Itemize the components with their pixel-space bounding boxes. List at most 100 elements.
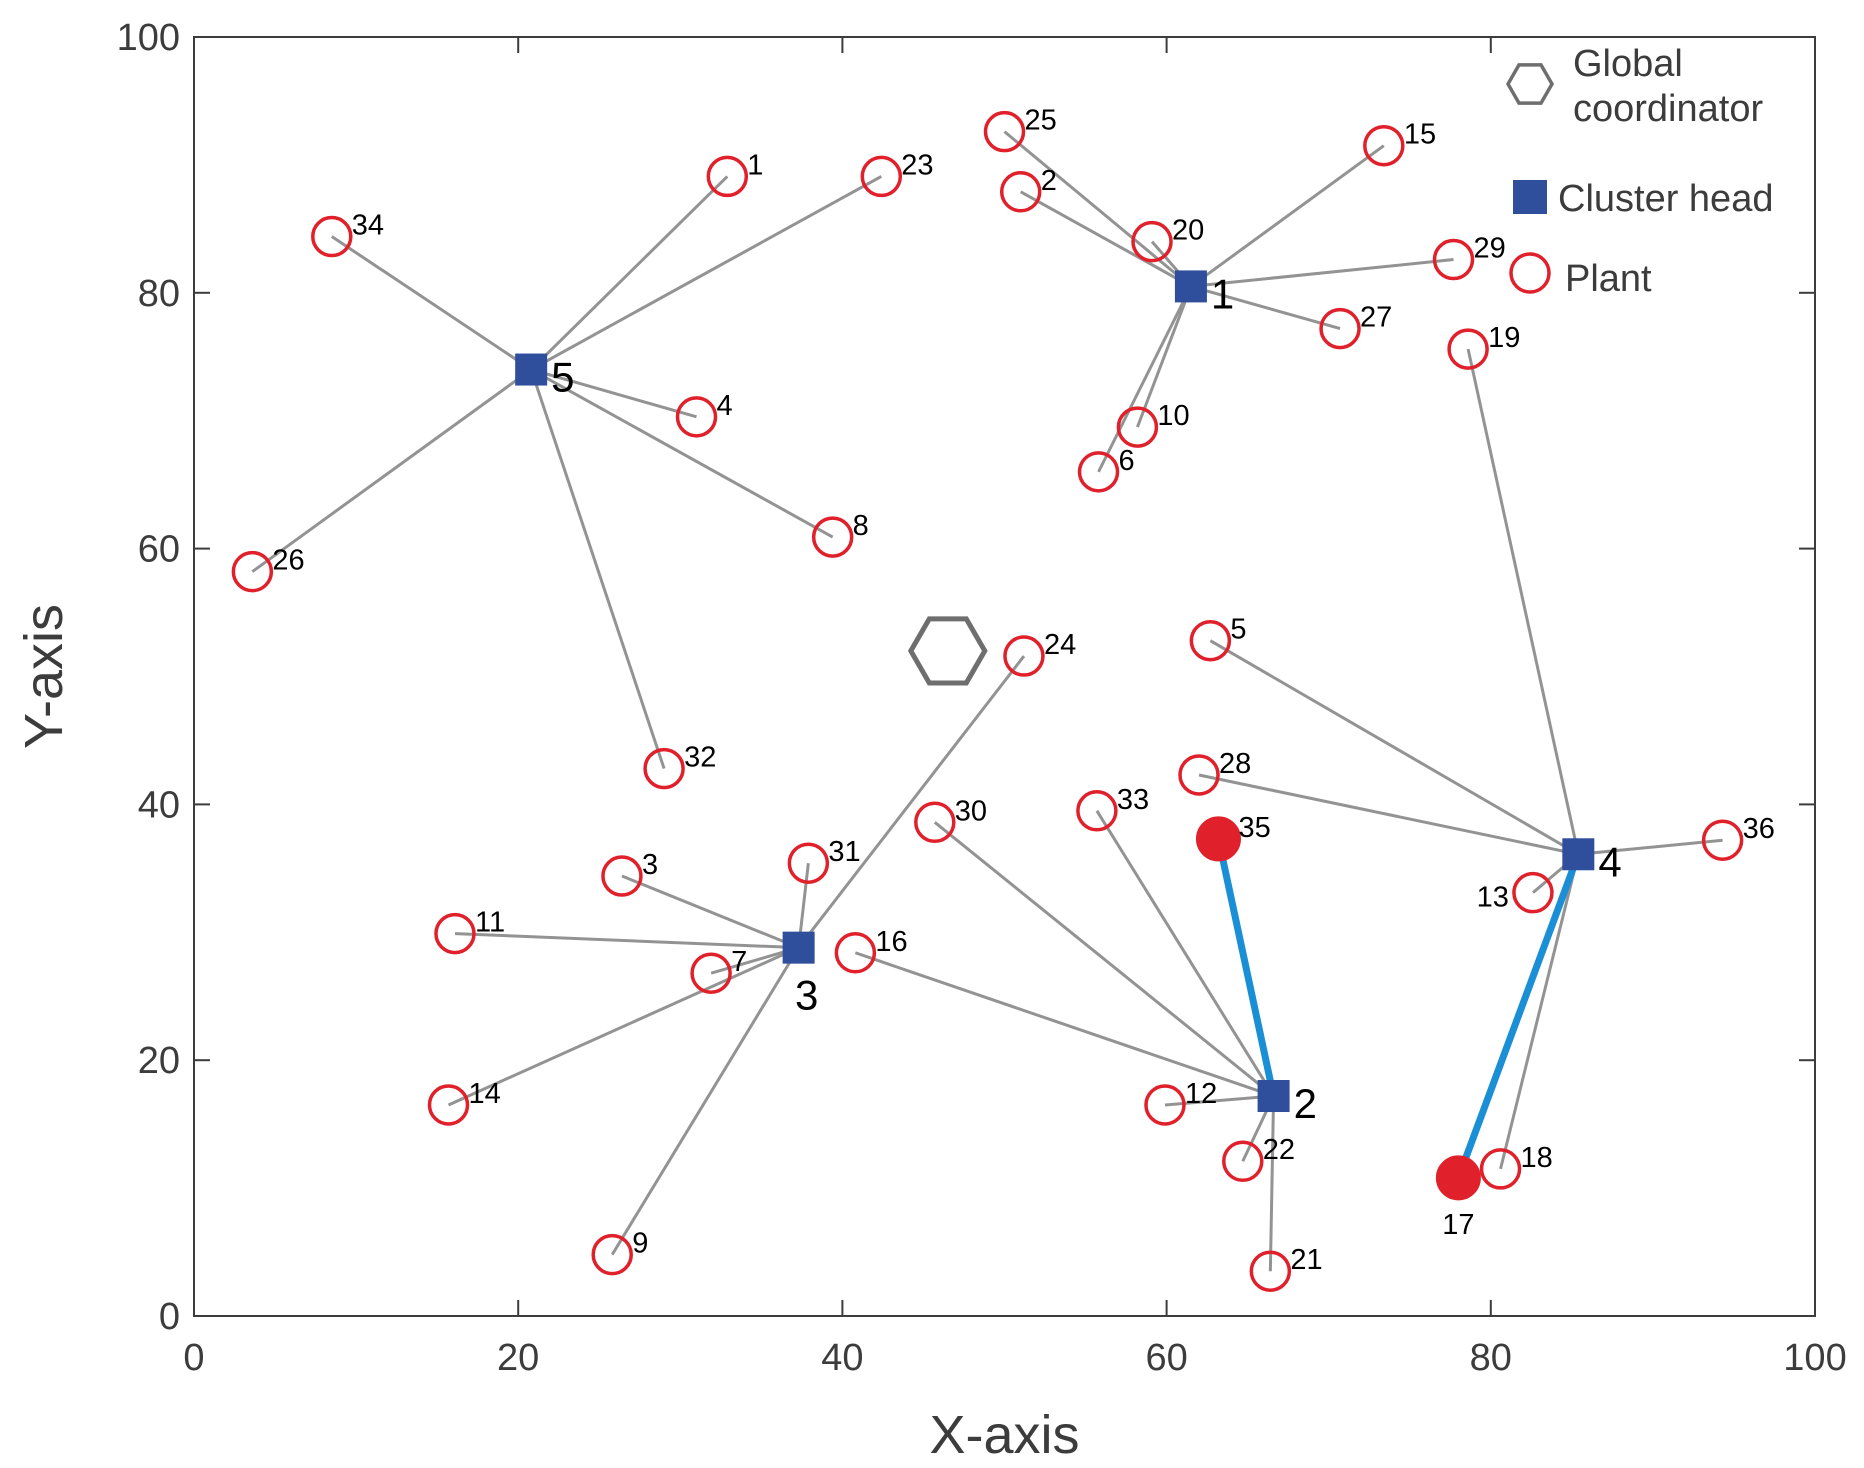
plant-link bbox=[854, 951, 1275, 1098]
x-tick-label: 100 bbox=[1783, 1337, 1846, 1379]
plant-link bbox=[1499, 853, 1580, 1170]
plant-link bbox=[330, 235, 533, 371]
plant-marker bbox=[1319, 307, 1361, 350]
plant-label: 14 bbox=[468, 1078, 500, 1110]
plant-link bbox=[1268, 1095, 1276, 1272]
cluster-head-marker bbox=[782, 931, 815, 964]
plant-link bbox=[621, 874, 800, 950]
plant-link bbox=[530, 368, 834, 539]
plant-link bbox=[530, 175, 729, 371]
plant-marker bbox=[999, 171, 1042, 213]
plant-marker bbox=[787, 842, 830, 884]
plant-marker bbox=[983, 110, 1026, 153]
plant-label: 15 bbox=[1404, 119, 1436, 151]
cluster-head-label: 1 bbox=[1211, 270, 1234, 317]
highlight-link bbox=[1215, 838, 1278, 1097]
plant-marker bbox=[427, 1084, 470, 1126]
plant-marker bbox=[1512, 871, 1554, 914]
plant-label: 30 bbox=[955, 795, 987, 827]
highlight-link bbox=[1455, 853, 1582, 1180]
plant-marker bbox=[675, 396, 718, 438]
plant-marker bbox=[1447, 328, 1489, 370]
plant-label: 1 bbox=[747, 149, 763, 181]
legend: Global coordinator Cluster head Plant bbox=[1505, 43, 1773, 300]
plant-label: 16 bbox=[875, 926, 907, 958]
y-tick-label: 60 bbox=[138, 529, 180, 571]
plant-label: 9 bbox=[632, 1228, 648, 1260]
plant-marker bbox=[1116, 406, 1159, 448]
plant-marker bbox=[1189, 619, 1232, 662]
plant-marker bbox=[643, 747, 685, 790]
plant-marker bbox=[311, 215, 353, 258]
plant-marker bbox=[1131, 220, 1173, 263]
plant-marker bbox=[591, 1233, 633, 1276]
plant-link bbox=[1198, 773, 1579, 856]
plant-marker bbox=[690, 952, 732, 994]
plants-layer: 1 234567891011121314151617181920212223242… bbox=[231, 105, 1775, 1292]
plant-label: 10 bbox=[1157, 400, 1189, 432]
plant-link bbox=[1097, 285, 1193, 473]
plant-label: 5 bbox=[1230, 614, 1246, 646]
plant-label: 33 bbox=[1117, 784, 1149, 816]
y-tick-label: 100 bbox=[117, 17, 180, 59]
plant-label: 18 bbox=[1521, 1142, 1553, 1174]
cluster-head-marker bbox=[515, 353, 548, 386]
legend-circle-icon bbox=[1509, 252, 1551, 294]
y-tick-label: 80 bbox=[138, 273, 180, 315]
plant-marker bbox=[1178, 754, 1220, 796]
plant-label: 19 bbox=[1488, 322, 1520, 354]
highlighted-plant-marker bbox=[1195, 816, 1241, 862]
y-axis-title: Y-axis bbox=[14, 604, 74, 749]
plant-label: 17 bbox=[1442, 1209, 1474, 1241]
plant-link bbox=[1190, 284, 1341, 331]
plant-link bbox=[1190, 258, 1454, 288]
plant-marker bbox=[1479, 1148, 1522, 1190]
cluster-head-label: 5 bbox=[551, 354, 574, 401]
plant-label: 20 bbox=[1172, 215, 1204, 247]
plant-link bbox=[447, 946, 800, 1107]
plant-marker bbox=[1144, 1084, 1186, 1126]
cluster-head-marker bbox=[1562, 838, 1595, 871]
plant-marker bbox=[1432, 238, 1475, 281]
plant-label: 7 bbox=[731, 946, 747, 978]
x-tick-label: 20 bbox=[497, 1337, 539, 1379]
plant-label: 35 bbox=[1238, 812, 1270, 844]
plant-label: 3 bbox=[642, 849, 658, 881]
plant-marker bbox=[860, 155, 903, 198]
plant-link bbox=[1190, 144, 1385, 288]
plant-label: 11 bbox=[475, 907, 505, 939]
plant-label: 2 bbox=[1041, 165, 1057, 197]
cluster-head-label: 2 bbox=[1294, 1080, 1317, 1127]
plant-label: 23 bbox=[901, 149, 933, 181]
plant-marker bbox=[434, 912, 476, 955]
x-tick-label: 0 bbox=[183, 1337, 204, 1379]
plant-label: 22 bbox=[1263, 1134, 1295, 1166]
x-tick-label: 60 bbox=[1145, 1337, 1187, 1379]
plant-label: 29 bbox=[1474, 233, 1506, 265]
plant-link bbox=[529, 369, 666, 770]
plant-label: 8 bbox=[853, 510, 869, 542]
plot-frame bbox=[193, 36, 1816, 1317]
plant-link bbox=[1136, 285, 1193, 428]
plant-label: 34 bbox=[352, 210, 384, 242]
plant-link bbox=[251, 368, 533, 573]
plant-link bbox=[1578, 838, 1723, 856]
y-tick-label: 0 bbox=[159, 1296, 180, 1338]
plant-marker bbox=[1077, 451, 1120, 493]
plant-label: 28 bbox=[1219, 748, 1251, 780]
x-tick-label: 80 bbox=[1470, 1337, 1512, 1379]
legend-hexagon-icon bbox=[1505, 63, 1555, 105]
plant-label: 6 bbox=[1119, 445, 1135, 477]
plant-link bbox=[530, 368, 697, 419]
plant-link bbox=[1095, 810, 1275, 1097]
plant-marker bbox=[1222, 1140, 1264, 1182]
legend-plant-label: Plant bbox=[1565, 258, 1652, 300]
plant-link bbox=[530, 175, 883, 371]
x-tick-label: 40 bbox=[821, 1337, 863, 1379]
highlighted-plant-marker bbox=[1435, 1155, 1481, 1201]
plant-marker bbox=[834, 932, 877, 974]
cluster-head-marker bbox=[1174, 270, 1207, 303]
y-tick-label: 40 bbox=[138, 784, 180, 826]
plant-link bbox=[1209, 639, 1580, 856]
